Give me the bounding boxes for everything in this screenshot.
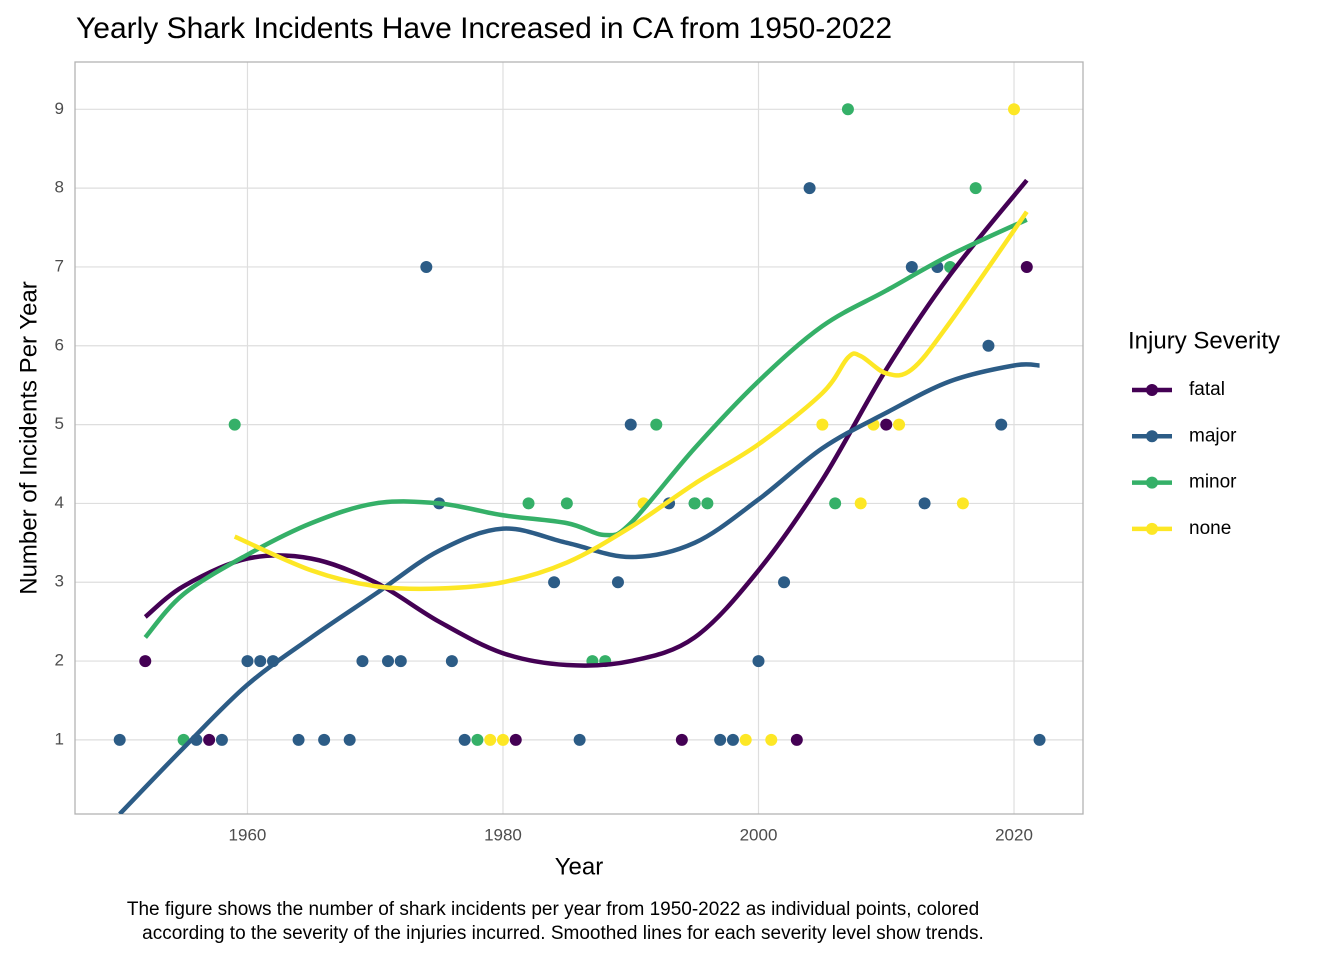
x-tick-label: 1960 xyxy=(229,825,267,844)
chart-title: Yearly Shark Incidents Have Increased in… xyxy=(76,12,892,45)
legend-label: fatal xyxy=(1189,379,1225,400)
x-tick-label: 2000 xyxy=(740,825,778,844)
point xyxy=(893,418,906,431)
trend-line xyxy=(233,210,1029,592)
point xyxy=(382,655,395,668)
point xyxy=(254,655,267,668)
legend-title: Injury Severity xyxy=(1128,327,1280,354)
legend-point xyxy=(1146,384,1158,396)
legend-point xyxy=(1146,430,1158,443)
point xyxy=(880,418,893,431)
point xyxy=(995,418,1008,431)
point xyxy=(611,576,624,589)
point xyxy=(1020,260,1033,273)
point xyxy=(624,418,637,431)
trend-line xyxy=(143,217,1028,639)
plot-background xyxy=(75,62,1083,814)
y-tick-label: 6 xyxy=(55,335,64,354)
point xyxy=(139,655,152,668)
point xyxy=(752,655,765,668)
point xyxy=(905,260,918,273)
point xyxy=(956,497,969,510)
caption: according to the severity of the injurie… xyxy=(142,923,984,944)
point xyxy=(650,418,663,431)
point xyxy=(790,733,803,746)
y-axis-label: Number of Incidents Per Year xyxy=(15,281,42,595)
point xyxy=(560,497,573,510)
point xyxy=(343,733,356,746)
point xyxy=(688,497,701,510)
y-tick-label: 7 xyxy=(55,256,64,275)
plot-border xyxy=(74,61,1084,815)
point xyxy=(394,655,407,668)
point xyxy=(816,418,829,431)
point xyxy=(573,733,586,746)
x-axis-label: Year xyxy=(555,853,604,880)
x-tick-label: 2020 xyxy=(995,825,1033,844)
point xyxy=(113,733,126,746)
legend-point xyxy=(1146,522,1158,535)
point xyxy=(701,497,714,510)
point xyxy=(829,497,842,510)
point xyxy=(803,182,816,195)
y-tick-label: 5 xyxy=(55,414,64,433)
point xyxy=(292,733,305,746)
point xyxy=(356,655,369,668)
point xyxy=(675,733,688,746)
point xyxy=(241,655,254,668)
legend-label: major xyxy=(1189,425,1237,446)
point xyxy=(969,182,982,195)
y-tick-label: 2 xyxy=(55,651,64,670)
y-tick-label: 8 xyxy=(55,178,64,197)
point xyxy=(778,576,791,589)
point xyxy=(484,733,497,746)
point xyxy=(420,260,433,273)
trend-line xyxy=(143,178,1029,668)
point xyxy=(522,497,535,510)
legend-label: minor xyxy=(1189,472,1237,493)
point xyxy=(739,733,752,746)
point xyxy=(228,418,241,431)
y-tick-label: 3 xyxy=(55,572,64,591)
legend-point xyxy=(1146,476,1158,489)
point xyxy=(496,733,509,746)
point xyxy=(318,733,331,746)
point xyxy=(215,733,228,746)
caption: The figure shows the number of shark inc… xyxy=(127,899,979,920)
point xyxy=(714,733,727,746)
point xyxy=(854,497,867,510)
point xyxy=(765,733,778,746)
point xyxy=(726,733,739,746)
y-tick-label: 1 xyxy=(55,729,64,748)
point xyxy=(841,103,854,116)
point xyxy=(509,733,522,746)
legend-label: none xyxy=(1189,518,1231,539)
point xyxy=(918,497,931,510)
point xyxy=(548,576,561,589)
point xyxy=(203,733,216,746)
point xyxy=(1033,733,1046,746)
y-tick-label: 4 xyxy=(55,493,64,512)
point xyxy=(445,655,458,668)
point xyxy=(982,339,995,352)
y-tick-label: 9 xyxy=(55,99,64,118)
point xyxy=(1008,103,1021,116)
point xyxy=(458,733,471,746)
point xyxy=(471,733,484,746)
x-tick-label: 1980 xyxy=(484,825,522,844)
